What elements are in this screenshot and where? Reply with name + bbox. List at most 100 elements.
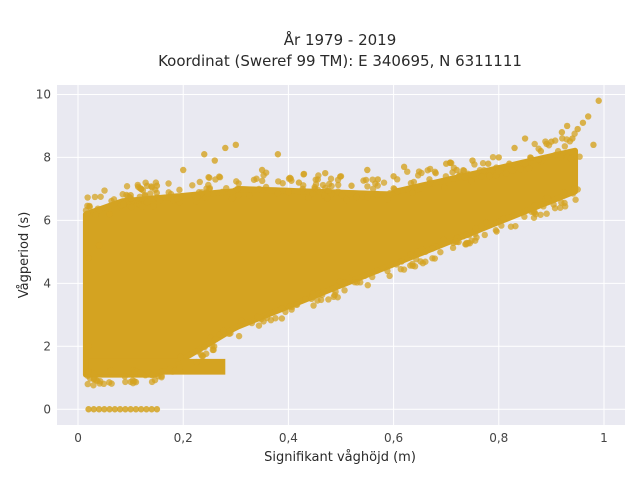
- scatter-point: [311, 185, 318, 193]
- scatter-point: [116, 406, 124, 413]
- scatter-point: [235, 332, 243, 340]
- scatter-point: [482, 219, 490, 227]
- scatter-point: [84, 380, 91, 388]
- scatter-point: [364, 281, 371, 289]
- scatter-point: [123, 183, 131, 190]
- scatter-point: [527, 154, 534, 161]
- scatter-point: [279, 180, 286, 187]
- y-tick-label: 6: [43, 213, 51, 227]
- scatter-point: [426, 165, 434, 173]
- scatter-point: [146, 190, 154, 197]
- scatter-point: [288, 306, 295, 313]
- scatter-point: [552, 151, 559, 158]
- scatter-point: [203, 350, 210, 357]
- scatter-point: [477, 222, 485, 230]
- scatter-point: [348, 182, 355, 189]
- scatter-point: [574, 125, 581, 133]
- scatter-point: [127, 406, 134, 413]
- scatter-point: [429, 245, 436, 252]
- scatter-point: [228, 195, 236, 203]
- scatter-point: [177, 353, 184, 361]
- scatter-point: [91, 193, 99, 201]
- scatter-point: [328, 182, 335, 190]
- scatter-point: [248, 319, 256, 327]
- scatter-point: [465, 231, 473, 239]
- scatter-point: [426, 179, 434, 186]
- scatter-point: [561, 143, 569, 150]
- scatter-point: [287, 175, 294, 182]
- scatter-point: [525, 164, 533, 172]
- scatter-point: [469, 157, 476, 164]
- scatter-point: [325, 187, 332, 194]
- scatter-point: [110, 196, 118, 203]
- x-tick-label: 0,8: [489, 431, 508, 445]
- scatter-point: [232, 141, 240, 149]
- scatter-point: [449, 244, 457, 252]
- scatter-point: [571, 130, 578, 137]
- scatter-point: [369, 273, 376, 281]
- scatter-point: [540, 203, 547, 210]
- scatter-point: [572, 196, 579, 203]
- scatter-point: [364, 194, 371, 201]
- scatter-points: [82, 97, 602, 413]
- scatter-point: [531, 201, 539, 209]
- scatter-point: [198, 189, 206, 196]
- scatter-point: [85, 368, 92, 375]
- scatter-point: [570, 185, 578, 192]
- scatter-point: [176, 186, 183, 194]
- scatter-point: [295, 179, 303, 186]
- scatter-point: [100, 380, 108, 388]
- scatter-point: [314, 297, 321, 304]
- scatter-point: [101, 187, 108, 194]
- scatter-point: [369, 185, 377, 193]
- scatter-point: [559, 135, 566, 142]
- scatter-point: [472, 237, 479, 244]
- scatter-point: [480, 167, 488, 174]
- scatter-point: [486, 172, 493, 180]
- scatter-point: [521, 213, 528, 220]
- y-tick-label: 8: [43, 150, 51, 164]
- scatter-point: [410, 178, 418, 186]
- scatter-point-cluster: [88, 358, 226, 375]
- scatter-point: [206, 174, 213, 181]
- scatter-point: [409, 189, 416, 197]
- scatter-point: [300, 171, 307, 178]
- scatter-point: [460, 167, 468, 174]
- scatter-point: [132, 378, 140, 386]
- scatter-point: [274, 189, 282, 197]
- scatter-point: [346, 274, 353, 282]
- scatter-point: [384, 267, 391, 275]
- scatter-point: [407, 251, 414, 258]
- y-tick-label: 10: [36, 87, 51, 101]
- scatter-point: [122, 378, 129, 386]
- scatter-point: [193, 358, 200, 366]
- scatter-point: [437, 248, 444, 256]
- chart-title-line1: År 1979 - 2019: [284, 30, 397, 49]
- scatter-point: [204, 190, 211, 197]
- scatter-point: [305, 194, 312, 202]
- scatter-point: [250, 176, 258, 183]
- scatter-point: [590, 141, 597, 149]
- scatter-point: [543, 210, 550, 217]
- scatter-point: [432, 169, 439, 177]
- scatter-point: [384, 196, 391, 203]
- scatter-point: [95, 242, 103, 249]
- scatter-point: [325, 296, 332, 303]
- scatter-point: [92, 211, 99, 219]
- scatter-point: [418, 169, 425, 177]
- scatter-point: [530, 214, 538, 221]
- scatter-point: [452, 237, 460, 245]
- scatter-point: [324, 194, 331, 202]
- scatter-point: [563, 122, 571, 130]
- y-tick-labels: 0 2 4 6 8 10: [36, 87, 51, 416]
- scatter-point: [223, 184, 230, 192]
- scatter-point: [86, 203, 93, 211]
- scatter-point: [507, 223, 515, 230]
- scatter-point: [315, 172, 322, 179]
- scatter-point: [386, 272, 393, 280]
- scatter-point: [148, 183, 155, 190]
- scatter-point: [258, 177, 266, 185]
- scatter-point: [335, 181, 342, 189]
- scatter-point: [442, 173, 450, 180]
- scatter-point: [153, 182, 161, 189]
